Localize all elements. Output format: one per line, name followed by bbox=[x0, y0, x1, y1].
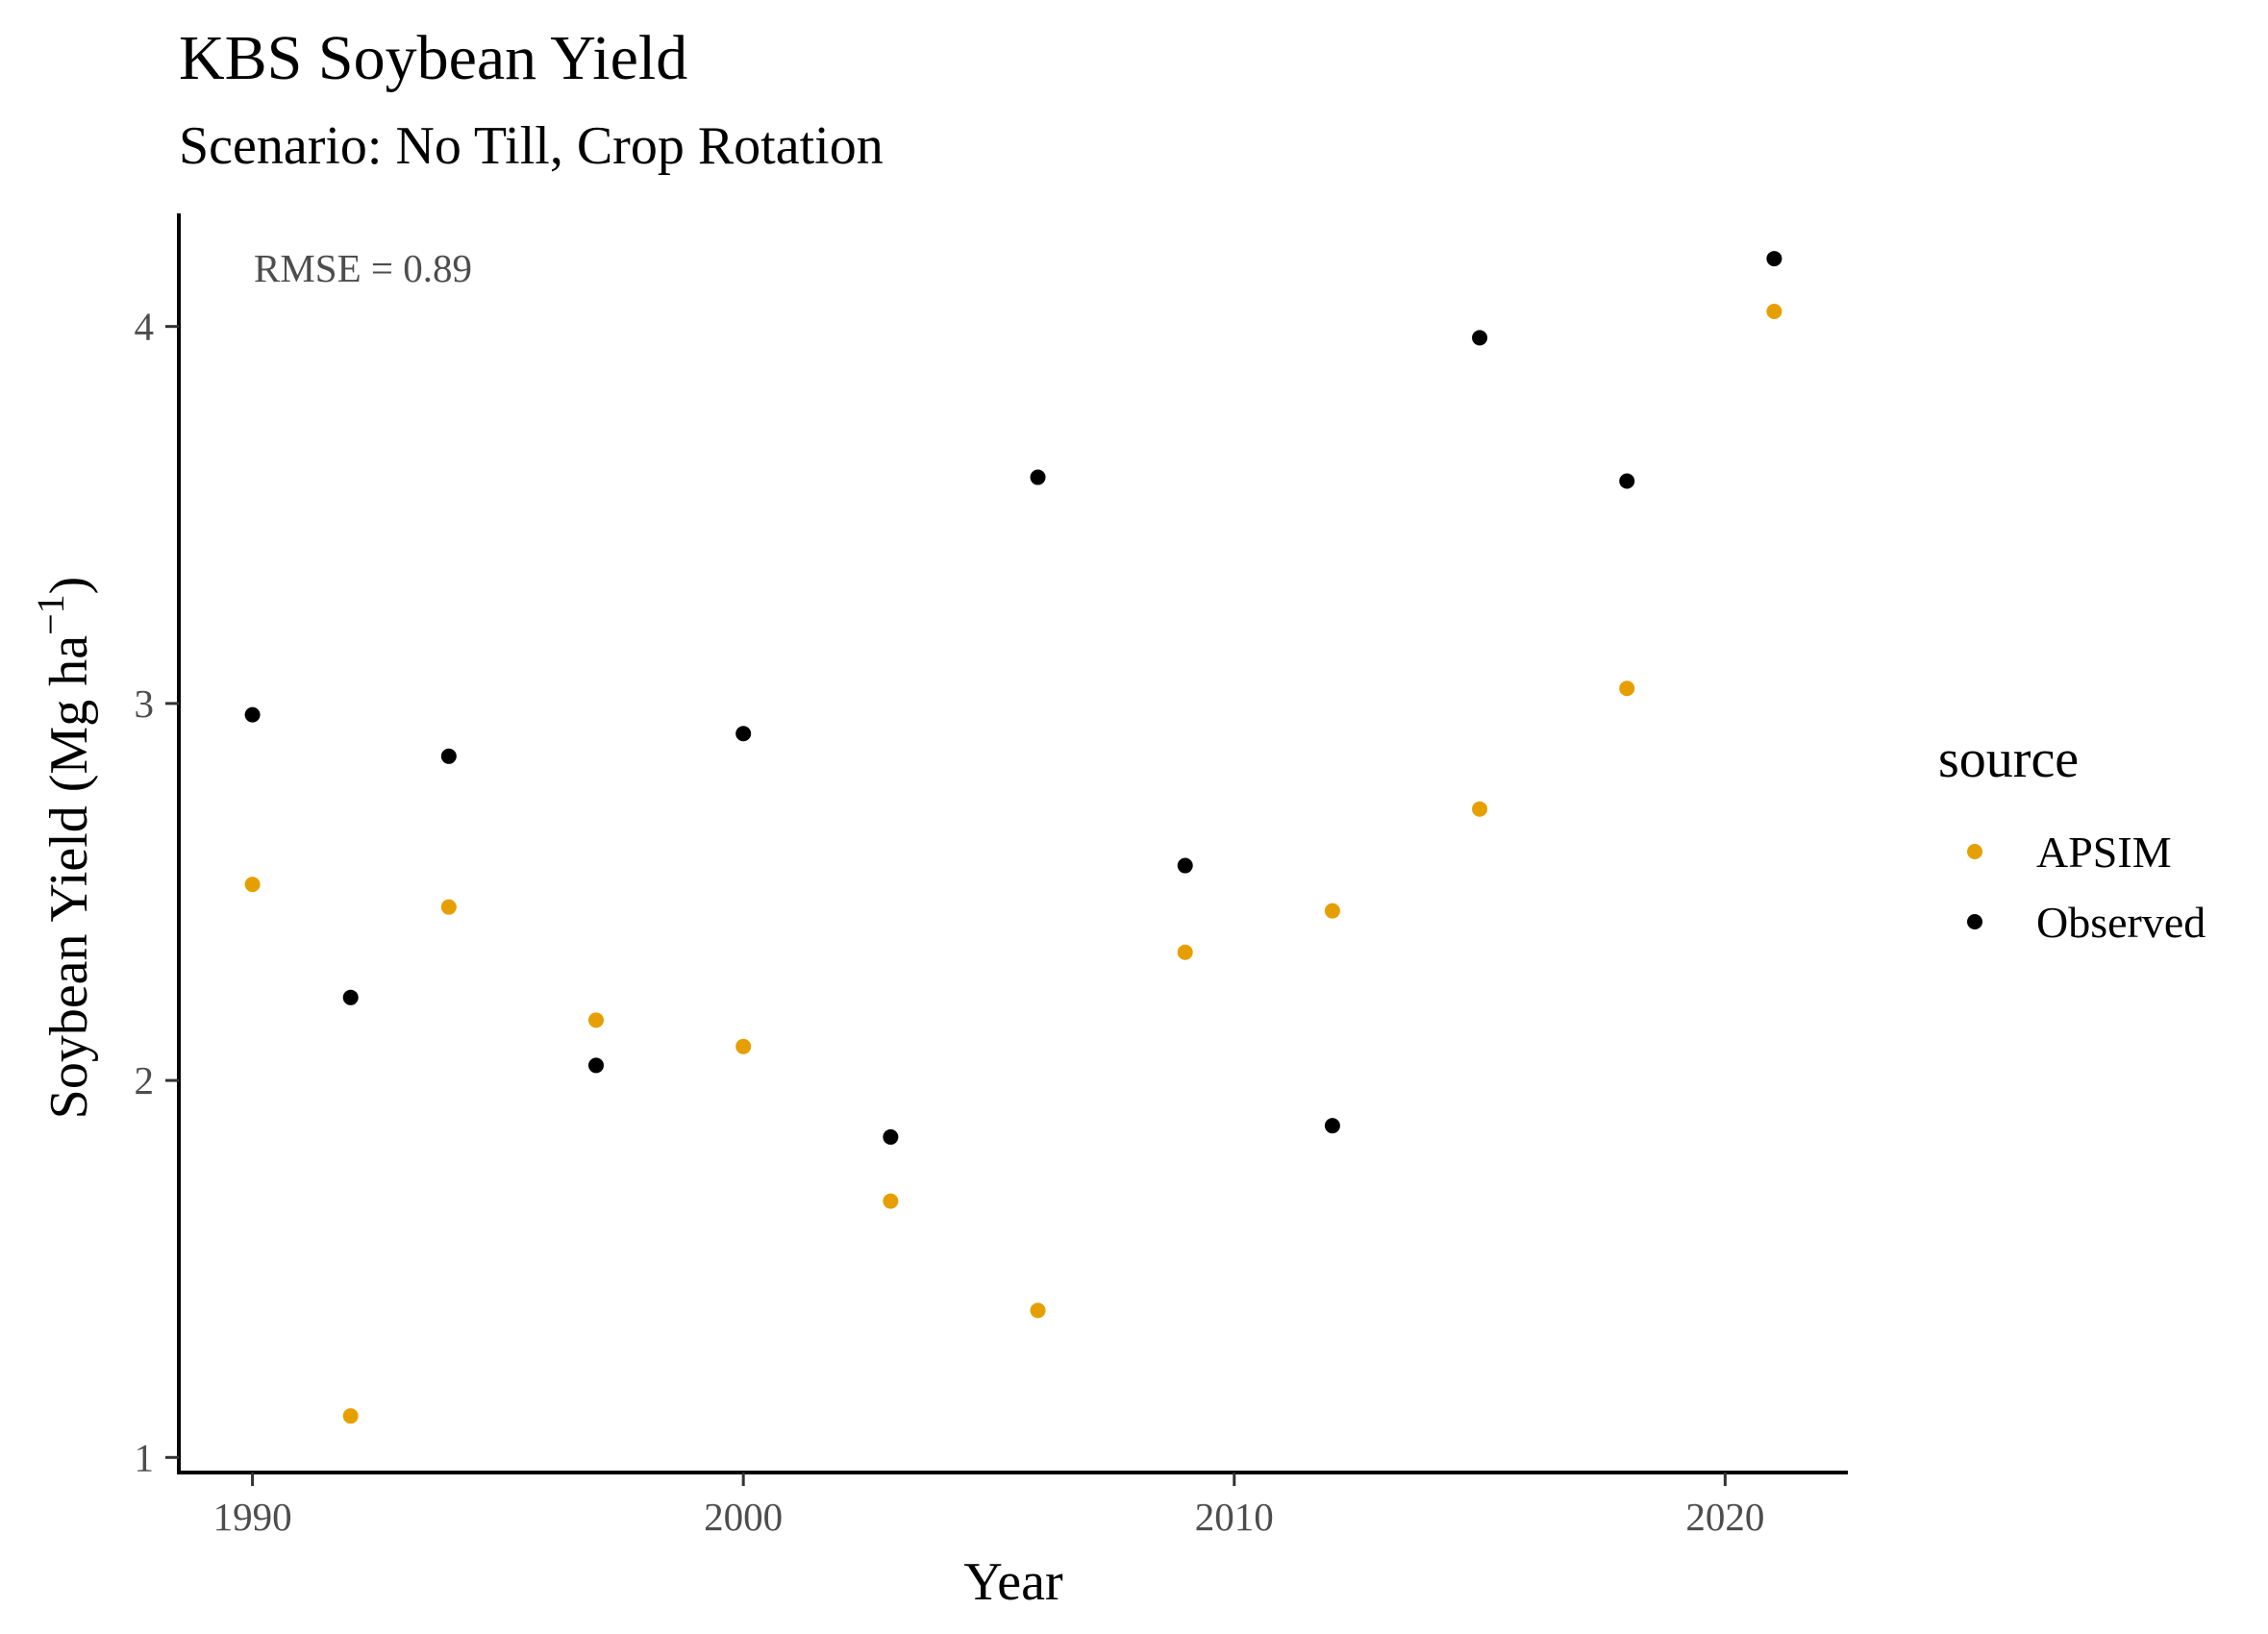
y-axis-title-superscript: −1 bbox=[29, 594, 72, 635]
point-apsim bbox=[1766, 303, 1782, 319]
point-observed bbox=[588, 1057, 604, 1074]
point-observed bbox=[342, 989, 359, 1005]
point-apsim bbox=[342, 1408, 359, 1424]
legend-label-apsim: APSIM bbox=[2036, 828, 2172, 877]
y-tick-label: 1 bbox=[135, 1435, 155, 1479]
point-apsim bbox=[735, 1038, 752, 1054]
y-axis-title-close: ) bbox=[39, 577, 99, 595]
x-tick-label: 1990 bbox=[213, 1495, 292, 1539]
y-axis-title-main: Soybean Yield (Mg ha bbox=[39, 635, 99, 1120]
x-ticks: 1990 2000 2010 2020 bbox=[213, 1473, 1764, 1539]
rmse-annotation: RMSE = 0.89 bbox=[254, 246, 472, 290]
point-apsim bbox=[1472, 801, 1488, 817]
y-tick-label: 3 bbox=[135, 681, 155, 726]
point-apsim bbox=[1324, 903, 1340, 919]
x-axis-title: Year bbox=[963, 1552, 1063, 1612]
x-tick-label: 2020 bbox=[1685, 1495, 1764, 1539]
point-observed bbox=[735, 726, 752, 742]
x-tick-label: 2010 bbox=[1195, 1495, 1274, 1539]
legend-key-observed bbox=[1967, 914, 1982, 929]
point-observed bbox=[1619, 473, 1635, 489]
point-observed bbox=[1030, 469, 1046, 485]
point-observed bbox=[1472, 330, 1488, 346]
y-axis-title: Soybean Yield (Mg ha−1) bbox=[29, 577, 99, 1120]
legend-title: source bbox=[1938, 730, 2079, 789]
legend: source APSIM Observed bbox=[1938, 730, 2206, 947]
axes bbox=[177, 213, 1848, 1474]
chart-title: KBS Soybean Yield bbox=[179, 23, 687, 93]
y-tick-label: 4 bbox=[135, 305, 155, 349]
point-observed bbox=[1324, 1118, 1340, 1134]
point-observed bbox=[440, 748, 457, 764]
legend-key-apsim bbox=[1967, 844, 1982, 859]
point-apsim bbox=[244, 877, 261, 893]
legend-items: APSIM Observed bbox=[1967, 828, 2206, 947]
legend-label-observed: Observed bbox=[2036, 898, 2206, 947]
y-tick-label: 2 bbox=[135, 1058, 155, 1102]
point-observed bbox=[1177, 857, 1193, 874]
y-ticks: 1 2 3 4 bbox=[135, 305, 179, 1479]
point-observed bbox=[244, 706, 261, 723]
x-tick-label: 2000 bbox=[704, 1495, 783, 1539]
point-observed bbox=[883, 1128, 899, 1145]
point-apsim bbox=[588, 1012, 604, 1028]
data-points bbox=[244, 251, 1782, 1424]
point-apsim bbox=[1619, 681, 1635, 697]
point-observed bbox=[1766, 251, 1782, 267]
point-apsim bbox=[440, 899, 457, 915]
chart-subtitle: Scenario: No Till, Crop Rotation bbox=[179, 116, 884, 176]
point-apsim bbox=[1030, 1302, 1046, 1319]
point-apsim bbox=[1177, 944, 1193, 960]
point-apsim bbox=[883, 1193, 899, 1209]
